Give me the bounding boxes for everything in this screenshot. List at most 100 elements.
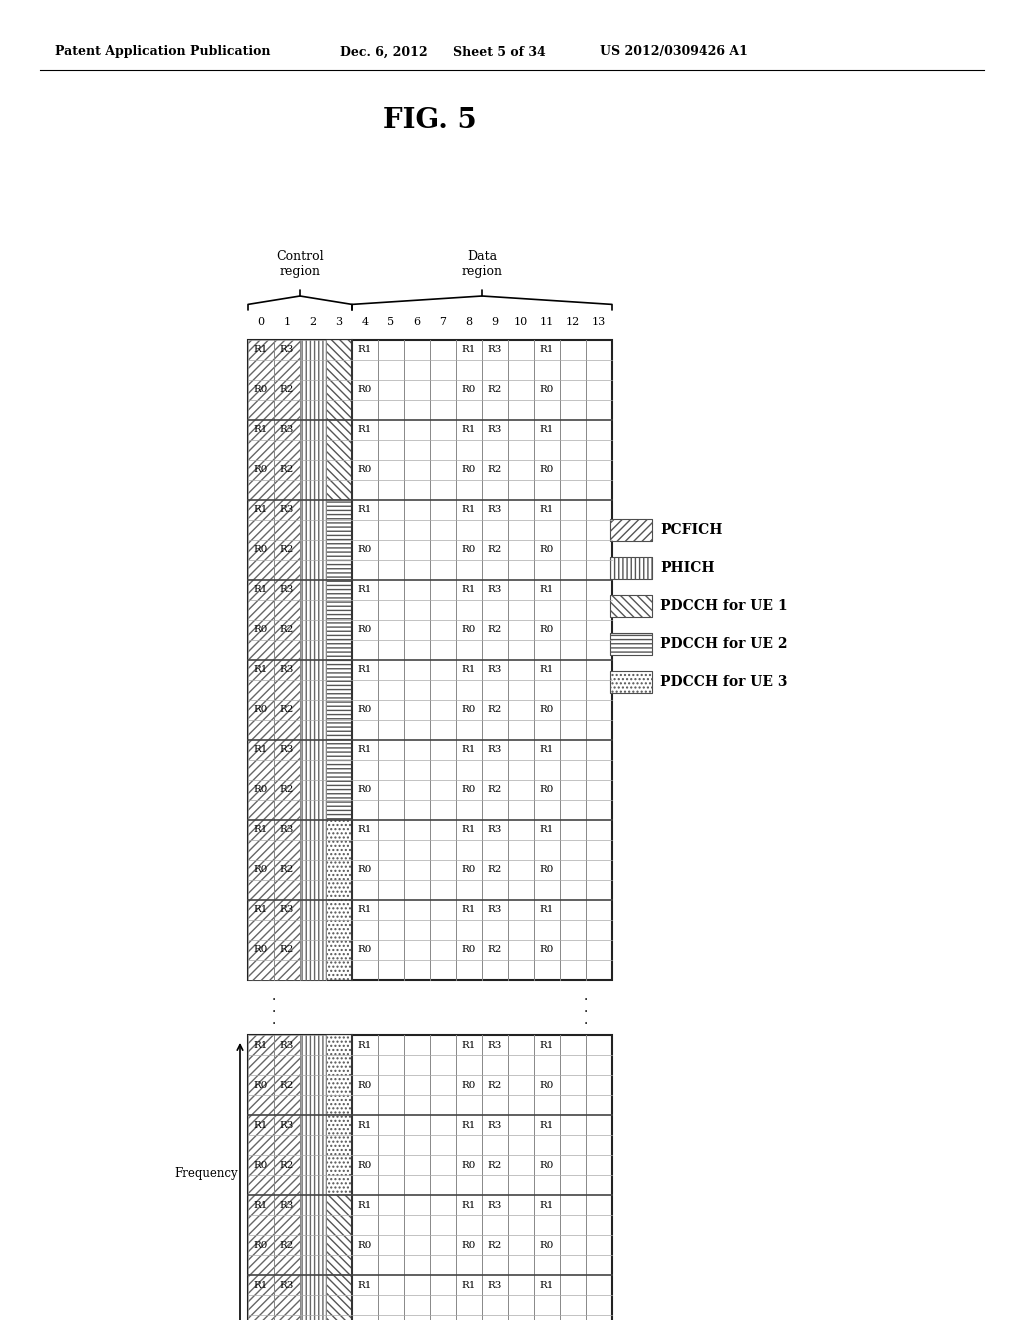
Text: R2: R2 xyxy=(280,545,294,554)
Text: R0: R0 xyxy=(540,705,554,714)
Bar xyxy=(326,660,352,741)
Bar xyxy=(610,634,652,655)
Text: ·: · xyxy=(584,993,588,1007)
Text: R1: R1 xyxy=(462,1200,476,1209)
Text: region: region xyxy=(280,264,321,277)
Text: R0: R0 xyxy=(462,626,476,635)
Text: R3: R3 xyxy=(280,346,294,355)
Bar xyxy=(326,1275,352,1320)
Text: R2: R2 xyxy=(280,1081,294,1089)
Text: Frequency: Frequency xyxy=(174,1167,238,1180)
Bar xyxy=(326,500,352,579)
Text: R1: R1 xyxy=(540,825,554,834)
Text: Sheet 5 of 34: Sheet 5 of 34 xyxy=(453,45,546,58)
Text: R0: R0 xyxy=(254,385,268,395)
Text: 3: 3 xyxy=(336,317,343,327)
Text: R2: R2 xyxy=(280,626,294,635)
Bar xyxy=(274,1035,300,1320)
Text: R3: R3 xyxy=(487,1200,502,1209)
Text: R3: R3 xyxy=(487,346,502,355)
Bar xyxy=(248,341,274,979)
Bar xyxy=(326,579,352,660)
Text: R1: R1 xyxy=(540,586,554,594)
Bar xyxy=(326,741,352,820)
Text: R1: R1 xyxy=(540,746,554,755)
Text: R1: R1 xyxy=(462,346,476,355)
Text: R1: R1 xyxy=(357,1121,372,1130)
Text: R1: R1 xyxy=(540,1280,554,1290)
Text: R2: R2 xyxy=(487,1081,502,1089)
Text: R0: R0 xyxy=(254,945,268,954)
Bar xyxy=(274,1035,300,1320)
Text: R1: R1 xyxy=(357,586,372,594)
Text: 2: 2 xyxy=(309,317,316,327)
Bar xyxy=(248,1035,612,1320)
Text: R3: R3 xyxy=(280,425,294,434)
Text: R0: R0 xyxy=(357,945,372,954)
Text: R1: R1 xyxy=(462,1121,476,1130)
Text: R1: R1 xyxy=(462,906,476,915)
Text: R1: R1 xyxy=(357,906,372,915)
Text: R0: R0 xyxy=(357,466,372,474)
Text: R0: R0 xyxy=(462,466,476,474)
Text: R3: R3 xyxy=(487,506,502,515)
Text: 10: 10 xyxy=(514,317,528,327)
Bar xyxy=(610,595,652,616)
Text: R2: R2 xyxy=(487,385,502,395)
Bar xyxy=(274,341,300,979)
Text: R2: R2 xyxy=(280,385,294,395)
Text: PHICH: PHICH xyxy=(660,561,715,576)
Text: R2: R2 xyxy=(487,545,502,554)
Text: R3: R3 xyxy=(280,1121,294,1130)
Text: 8: 8 xyxy=(466,317,472,327)
Text: R2: R2 xyxy=(280,1160,294,1170)
Text: R1: R1 xyxy=(540,1121,554,1130)
Bar xyxy=(610,519,652,541)
Bar xyxy=(248,341,612,979)
Text: R1: R1 xyxy=(462,506,476,515)
Text: region: region xyxy=(462,264,503,277)
Text: R1: R1 xyxy=(254,1121,268,1130)
Text: R0: R0 xyxy=(462,545,476,554)
Text: R1: R1 xyxy=(462,1280,476,1290)
Text: PDCCH for UE 2: PDCCH for UE 2 xyxy=(660,638,787,651)
Bar xyxy=(610,519,652,541)
Text: ·: · xyxy=(271,993,276,1007)
Text: R0: R0 xyxy=(540,785,554,795)
Text: R3: R3 xyxy=(487,586,502,594)
Text: R3: R3 xyxy=(280,825,294,834)
Text: R1: R1 xyxy=(357,1200,372,1209)
Bar xyxy=(326,1275,352,1320)
Bar xyxy=(326,741,352,820)
Text: R0: R0 xyxy=(462,385,476,395)
Bar xyxy=(326,1115,352,1195)
Text: R1: R1 xyxy=(254,506,268,515)
Text: R1: R1 xyxy=(540,1200,554,1209)
Text: R2: R2 xyxy=(280,705,294,714)
Text: R1: R1 xyxy=(462,825,476,834)
Text: R2: R2 xyxy=(487,785,502,795)
Text: R0: R0 xyxy=(254,545,268,554)
Text: 12: 12 xyxy=(566,317,581,327)
Text: R2: R2 xyxy=(280,866,294,874)
Bar xyxy=(300,1035,326,1320)
Text: 7: 7 xyxy=(439,317,446,327)
Text: R1: R1 xyxy=(357,746,372,755)
Text: R0: R0 xyxy=(254,866,268,874)
Text: R1: R1 xyxy=(254,906,268,915)
Bar xyxy=(326,341,352,420)
Text: R1: R1 xyxy=(357,825,372,834)
Text: R3: R3 xyxy=(280,1280,294,1290)
Bar xyxy=(248,341,612,979)
Text: R0: R0 xyxy=(462,785,476,795)
Bar xyxy=(610,671,652,693)
Text: R2: R2 xyxy=(487,1160,502,1170)
Text: R1: R1 xyxy=(254,425,268,434)
Text: R0: R0 xyxy=(254,785,268,795)
Text: R2: R2 xyxy=(280,945,294,954)
Text: R2: R2 xyxy=(487,1241,502,1250)
Text: R0: R0 xyxy=(254,466,268,474)
Text: R3: R3 xyxy=(487,665,502,675)
Text: R3: R3 xyxy=(487,825,502,834)
Text: R2: R2 xyxy=(487,466,502,474)
